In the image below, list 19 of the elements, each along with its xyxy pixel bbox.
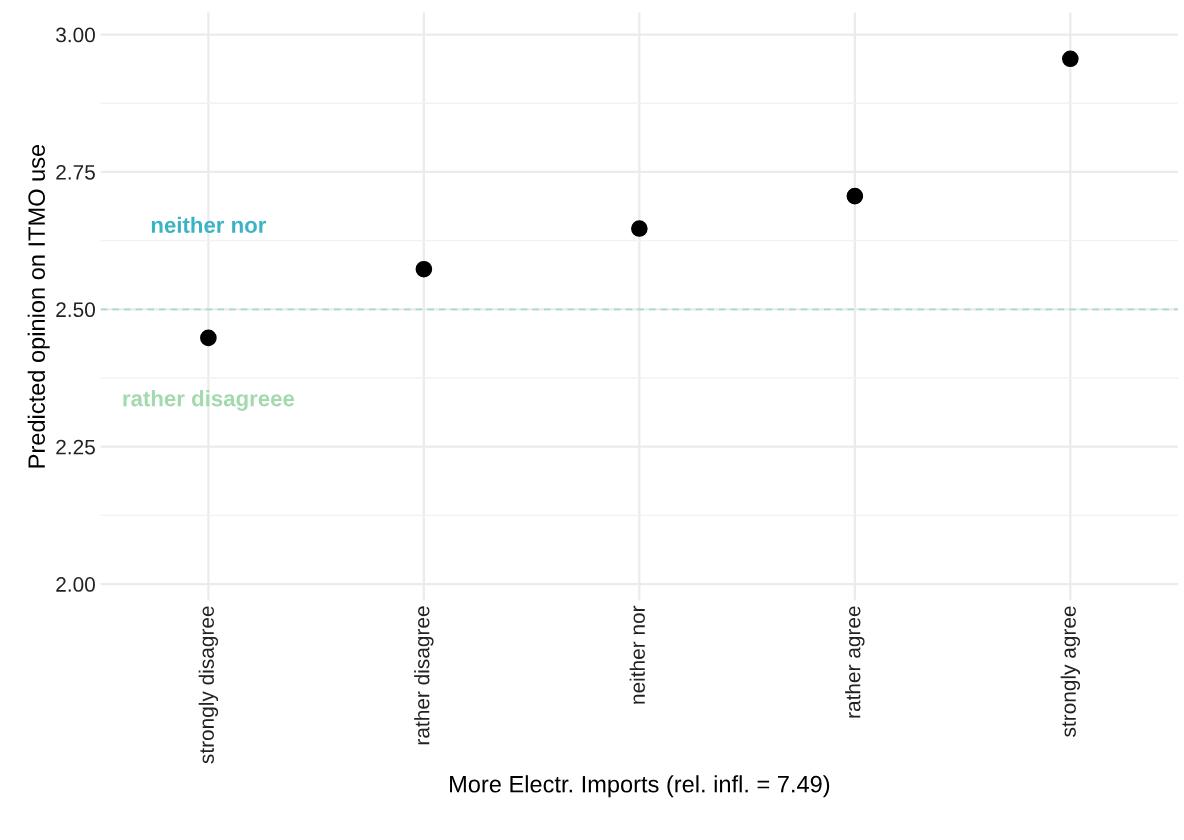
- y-tick-label: 2.00: [56, 577, 95, 592]
- point: [200, 329, 217, 347]
- point: [631, 220, 648, 237]
- x-tick-label: rather agree: [845, 606, 865, 718]
- point: [1062, 50, 1079, 68]
- annotation: neither nor: [151, 216, 267, 233]
- x-tick-label: rather disagree: [414, 606, 434, 745]
- x-tick-label: strongly agree: [1060, 606, 1081, 737]
- y-tick-label: 2.50: [56, 302, 95, 318]
- y-tick-label: 2.75: [56, 164, 95, 180]
- point: [415, 260, 433, 278]
- y-tick-label: 3.00: [56, 27, 95, 43]
- x-tick-label: neither nor: [629, 605, 645, 704]
- y-tick-label: 2.25: [56, 439, 95, 455]
- annotation: rather disagreee: [123, 390, 295, 411]
- point: [846, 187, 864, 205]
- y-axis-title: Predicted opinion on ITMO use: [27, 144, 50, 468]
- x-axis-title: More Electr. Imports (rel. infl. = 7.49): [450, 775, 830, 798]
- x-tick-label: strongly disagree: [198, 606, 219, 764]
